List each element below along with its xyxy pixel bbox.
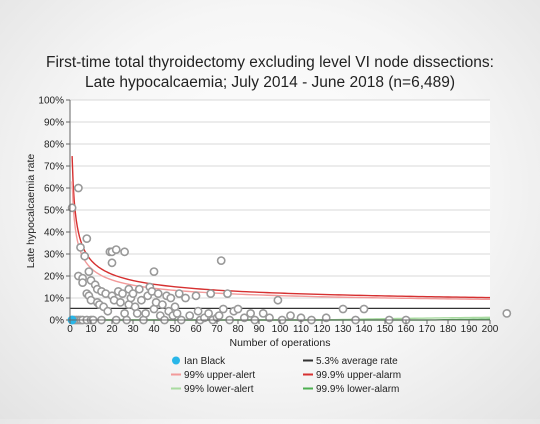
x-tick-label: 140 xyxy=(356,324,373,335)
surgeon-point xyxy=(206,289,216,298)
x-tick-label: 50 xyxy=(169,324,181,335)
surgeon-point xyxy=(286,311,295,320)
surgeon-point xyxy=(128,289,138,298)
surgeon-point xyxy=(111,245,121,254)
surgeon-point xyxy=(181,293,190,303)
x-tick-label: 60 xyxy=(190,324,202,335)
surgeon-point xyxy=(134,284,144,294)
x-tick-label: 200 xyxy=(482,324,499,335)
legend-swatch-dot xyxy=(172,356,180,365)
surgeon-point xyxy=(502,308,512,318)
x-tick-label: 100 xyxy=(272,324,289,335)
x-tick-label: 20 xyxy=(106,324,118,335)
surgeon-point xyxy=(82,234,92,243)
surgeon-point xyxy=(218,304,228,314)
surgeon-point xyxy=(74,183,83,193)
x-tick-label: 190 xyxy=(461,324,478,335)
x-tick-label: 10 xyxy=(85,324,97,335)
x-tick-label: 130 xyxy=(335,324,352,335)
surgeon-point xyxy=(166,293,176,303)
surgeon-point xyxy=(84,267,94,276)
surgeon-point xyxy=(258,308,268,318)
y-tick-label: 50% xyxy=(44,206,64,217)
x-tick-label: 180 xyxy=(440,324,457,335)
legend-label: 99% upper-alert xyxy=(184,370,255,381)
surgeon-point xyxy=(78,278,87,287)
upper-alarm-line xyxy=(71,156,491,299)
surgeon-point xyxy=(153,289,163,298)
x-tick-label: 70 xyxy=(211,324,223,335)
surgeon-point xyxy=(273,295,283,305)
surgeon-point xyxy=(246,308,255,318)
chart-title: First-time total thyroidectomy excluding… xyxy=(46,54,494,71)
x-tick-label: 170 xyxy=(419,324,436,335)
y-tick-label: 10% xyxy=(44,294,64,305)
y-tick-label: 40% xyxy=(44,228,64,239)
surgeon-point xyxy=(120,247,129,257)
y-tick-label: 20% xyxy=(44,272,64,283)
y-tick-label: 60% xyxy=(44,184,64,195)
x-axis-ticks: 0 10 20 30 40 50 60 70 80 90 100 110 120 130 140 150 160… xyxy=(67,324,499,335)
legend-label: 99.9% upper-alarm xyxy=(316,370,401,381)
axes xyxy=(66,99,491,324)
y-tick-label: 80% xyxy=(44,140,64,151)
legend-label: 99% lower-alert xyxy=(184,384,254,395)
surgeon-point xyxy=(132,308,142,318)
x-tick-label: 0 xyxy=(67,324,73,335)
y-axis-label: Late hypocalcaemia rate xyxy=(25,154,37,269)
y-tick-label: 90% xyxy=(44,118,64,129)
y-tick-label: 30% xyxy=(44,250,64,261)
surgeon-point xyxy=(185,311,195,320)
y-tick-label: 100% xyxy=(38,96,64,107)
upper-alert-line xyxy=(71,181,491,301)
x-tick-label: 40 xyxy=(148,324,160,335)
legend: Ian Black 5.3% average rate 99% upper-aler… xyxy=(171,356,401,395)
surgeon-point xyxy=(223,289,232,298)
surgeon-point xyxy=(359,304,369,314)
surgeon-point xyxy=(174,289,184,298)
surgeon-point xyxy=(107,258,117,268)
surgeon-point xyxy=(80,251,90,261)
surgeon-point xyxy=(141,308,150,318)
x-axis-label: Number of operations xyxy=(230,337,331,349)
legend-label: Ian Black xyxy=(184,356,226,367)
x-tick-label: 30 xyxy=(127,324,139,335)
x-tick-label: 90 xyxy=(253,324,265,335)
surgeon-point xyxy=(214,311,224,320)
surgeon-point xyxy=(103,306,113,316)
y-axis-ticks: 0% 10% 20% 30% 40% 50% 60% 70% 80% 90% 100% xyxy=(38,96,64,327)
surgeon-point xyxy=(233,304,243,314)
legend-label: 99.9% lower-alarm xyxy=(316,384,399,395)
chart-subtitle: Late hypocalcaemia; July 2014 - June 201… xyxy=(85,74,455,91)
surgeon-point xyxy=(204,308,213,318)
surgeon-point xyxy=(172,308,182,318)
data-points xyxy=(67,183,512,325)
surgeon-point xyxy=(191,291,201,301)
surgeon-point xyxy=(136,295,146,305)
surgeon-point xyxy=(157,300,167,309)
y-tick-label: 70% xyxy=(44,162,64,173)
x-tick-label: 160 xyxy=(398,324,415,335)
surgeon-point xyxy=(118,289,127,298)
surgeon-point xyxy=(116,297,125,307)
x-tick-label: 150 xyxy=(377,324,394,335)
surgeon-point xyxy=(149,267,159,276)
x-tick-label: 110 xyxy=(293,324,309,335)
grid-lines xyxy=(70,99,490,321)
x-tick-label: 120 xyxy=(314,324,331,335)
legend-label: 5.3% average rate xyxy=(316,356,398,367)
surgeon-point xyxy=(216,256,226,265)
surgeon-point xyxy=(193,306,203,316)
y-tick-label: 0% xyxy=(50,316,65,327)
surgeon-point xyxy=(338,304,348,314)
surgeon-point xyxy=(76,242,85,252)
x-tick-label: 80 xyxy=(232,324,244,335)
